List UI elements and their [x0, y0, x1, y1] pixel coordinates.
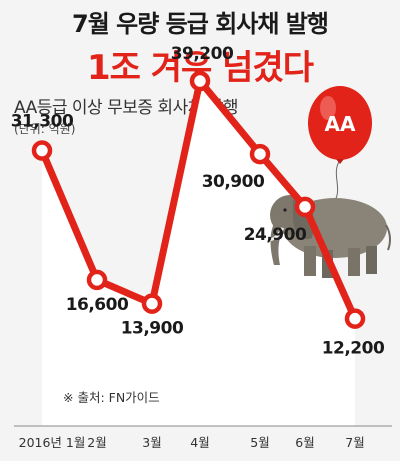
data-point — [249, 143, 271, 165]
x-tick-label: 5월 — [250, 435, 269, 450]
value-label: 30,900 — [202, 172, 265, 192]
balloon-label: AA — [325, 112, 356, 136]
value-label: 13,900 — [121, 319, 184, 339]
x-axis-labels-layer: 2016년 1월 2월 3월 4월 5월 6월 7월 — [19, 435, 365, 450]
data-point — [189, 70, 211, 92]
area-fill — [42, 81, 355, 426]
data-point — [344, 308, 366, 329]
value-label: 31,300 — [11, 112, 74, 132]
x-tick-label: 2016년 1월 — [19, 435, 86, 450]
series-points-layer — [31, 70, 366, 329]
value-label: 24,900 — [244, 225, 307, 245]
value-label: 12,200 — [322, 339, 385, 359]
source-note: ※ 출처: FN가이드 — [63, 390, 160, 405]
chart-unit: (단위: 억원) — [14, 122, 76, 136]
chart-title: AA등급 이상 무보증 회사채 발행 — [14, 98, 239, 118]
value-label: 39,200 — [171, 44, 234, 64]
x-tick-label: 6월 — [295, 435, 314, 450]
x-tick-label: 4월 — [190, 435, 209, 450]
data-point — [86, 269, 108, 291]
headline-title: 7월 우량 등급 회사채 발행 — [72, 10, 329, 38]
x-tick-label: 2월 — [87, 435, 106, 450]
value-label: 16,600 — [66, 295, 129, 315]
x-tick-label: 3월 — [142, 435, 161, 450]
data-point — [294, 196, 316, 218]
data-point — [31, 140, 53, 161]
x-tick-label: 7월 — [345, 435, 364, 450]
value-labels-layer: 31,300 16,600 13,900 39,200 30,900 24,900 12,2… — [11, 44, 386, 359]
data-point — [141, 293, 163, 314]
area-fill-layer — [42, 81, 355, 426]
